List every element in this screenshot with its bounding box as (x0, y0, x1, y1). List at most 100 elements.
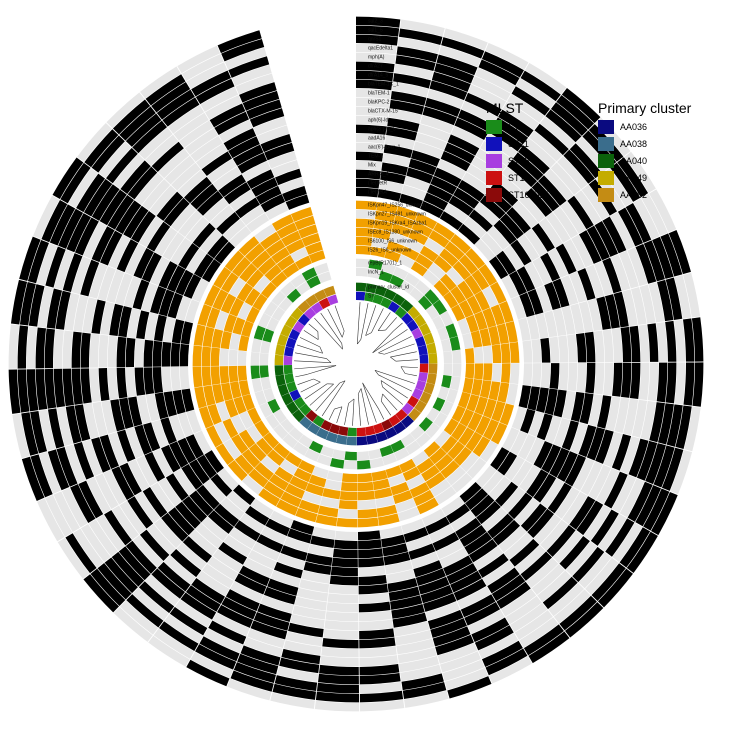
ring-cell (210, 366, 221, 385)
ring-cell (358, 548, 384, 559)
ring-cell (661, 447, 684, 491)
ring-cell (427, 89, 464, 109)
ring-cell (510, 239, 532, 266)
tree-branch (381, 401, 392, 416)
ring-cell (593, 330, 605, 363)
ring-sul1-5 (17, 25, 695, 703)
ring-cell (440, 338, 452, 352)
ring-cell (426, 407, 440, 422)
ring-cell (316, 682, 359, 694)
ring-cell (588, 464, 612, 500)
ring-cell (647, 362, 659, 402)
ring-cell (193, 324, 206, 346)
track-labels: sul2_3sul1_5qnrS1qacEdelta1mph(A)dfrA27d… (368, 18, 427, 299)
ring-cell (450, 234, 471, 254)
tree-branch (377, 312, 391, 331)
ring-cell (413, 314, 427, 328)
ring-cell (402, 466, 421, 482)
ring-cell (322, 488, 341, 500)
tree-branch (362, 382, 377, 423)
ring-cell (527, 288, 544, 315)
ring-cell (186, 409, 202, 434)
ring-cell (580, 461, 603, 496)
ring-cell (47, 449, 70, 491)
ring-cell (90, 568, 126, 606)
tree-branch (320, 312, 343, 344)
ring-cell (356, 436, 368, 446)
ring-cell (610, 212, 635, 250)
ring-cell (461, 101, 498, 125)
ring-cell (240, 645, 281, 666)
ring-cell (359, 672, 401, 685)
ring-cell (120, 600, 159, 635)
ring-cell (182, 496, 208, 523)
ring-cell (290, 207, 313, 222)
ring-cell (194, 430, 212, 455)
ring-cell (657, 403, 674, 445)
ring-cell (428, 262, 446, 280)
ring-cell (201, 346, 211, 367)
ring-cell (597, 395, 612, 429)
ring-cell (433, 280, 450, 297)
ring-cell (390, 90, 427, 106)
ring-cell (296, 281, 311, 296)
ring-cell (283, 365, 293, 375)
ring-cell (323, 285, 336, 298)
ring-cell (424, 237, 444, 255)
tree-branch (372, 330, 394, 354)
ring-cell (399, 280, 415, 294)
ring-cell (203, 385, 216, 406)
ring-cell (306, 275, 321, 289)
ring-cell (146, 221, 171, 252)
ring-cell (127, 166, 158, 200)
ring-cell (463, 216, 487, 239)
ring-cell (227, 678, 272, 701)
ring-cell (181, 388, 195, 412)
ring-cell (98, 368, 110, 401)
ring-cell (280, 281, 296, 297)
ring-cell (212, 289, 229, 311)
ring-cell (498, 526, 527, 553)
ring-cell (168, 105, 205, 134)
ring-cell (514, 498, 540, 526)
ring-cell (181, 463, 203, 490)
ring-cell (231, 64, 272, 87)
ring-cell (395, 55, 436, 72)
ring-cell (118, 305, 132, 338)
ring-cell (251, 177, 278, 197)
ring-cell (419, 245, 439, 263)
ring-cell (161, 341, 172, 367)
ring-cell (675, 405, 692, 449)
ring-cell (569, 143, 603, 179)
ring-cell (603, 431, 623, 468)
ring-cell (443, 418, 459, 436)
ring-cell (656, 362, 668, 403)
ring-cell (464, 532, 493, 555)
ring-cell (556, 95, 595, 130)
track-label: aph(6)-Id (368, 117, 389, 123)
ring-cell (490, 180, 519, 207)
ring-cell (150, 482, 175, 512)
ring-cell (86, 477, 111, 514)
ring-cell (219, 366, 230, 384)
ring-cell (684, 406, 701, 452)
ring-cell (274, 466, 294, 483)
ring-cell (356, 70, 394, 82)
track-label: Mix (368, 162, 376, 168)
ring-cell (512, 152, 544, 181)
ring-cell (293, 467, 312, 483)
ring-cell (322, 638, 359, 649)
ring-cell (458, 223, 481, 245)
ring-cell (490, 304, 505, 326)
ring-cell (17, 369, 30, 413)
ring-cell (433, 255, 452, 274)
ring-cell (651, 491, 678, 536)
ring-cell (525, 437, 545, 465)
ring-cell (27, 239, 49, 284)
ring-cell (158, 289, 175, 317)
ring-cell (485, 42, 529, 70)
ring-cell (665, 362, 677, 404)
ring-cell (481, 640, 523, 667)
track-label: ISKpn47_IS256_unknown (368, 202, 426, 208)
ring-cell (71, 368, 83, 405)
